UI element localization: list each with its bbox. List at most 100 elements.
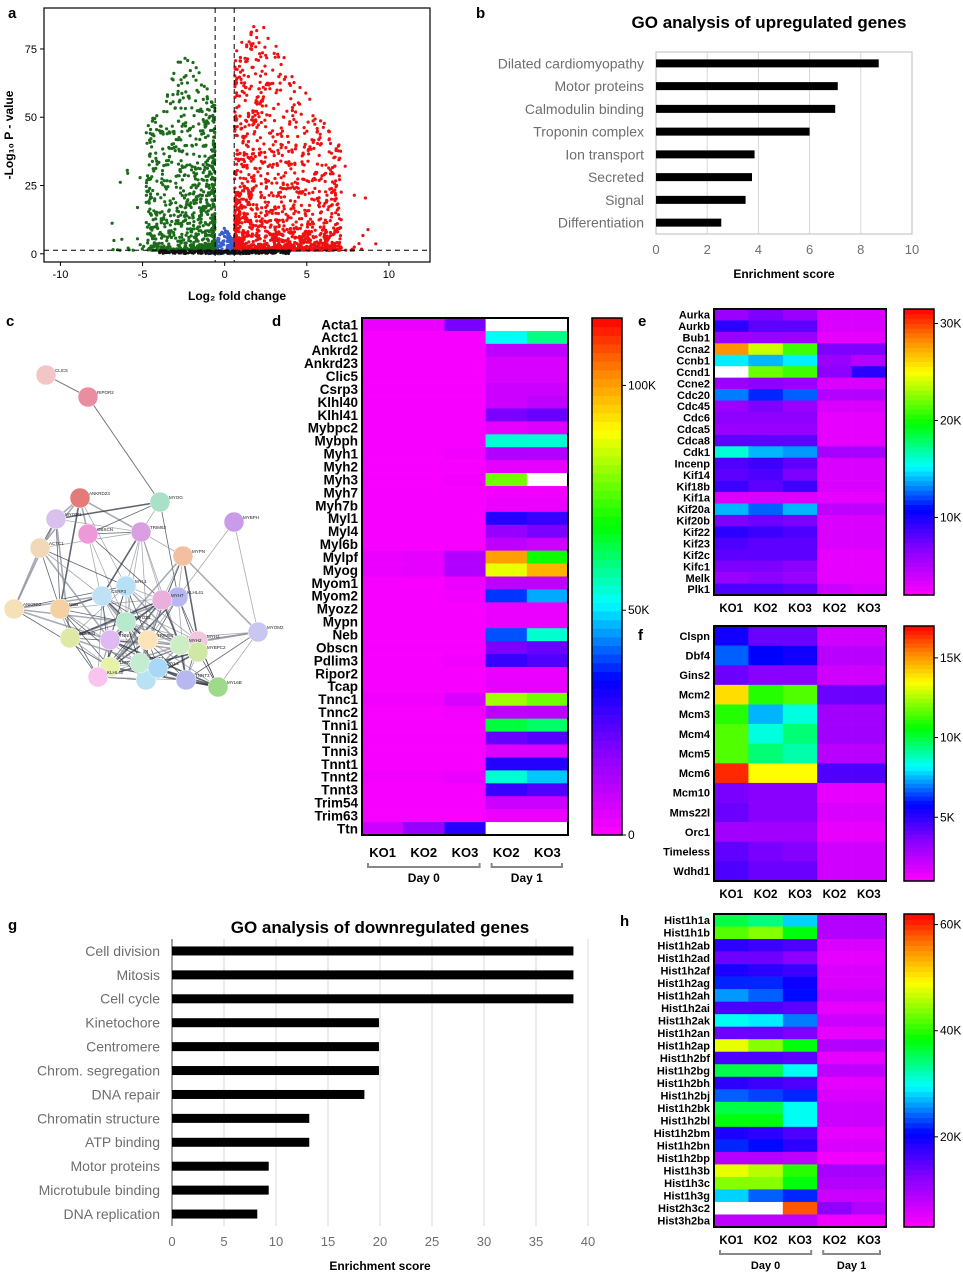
point-up [330,244,334,249]
row-label: Hist1h2bl [660,1116,710,1128]
point-up [257,41,261,45]
colorbar-segment [592,567,622,578]
point-up [274,44,278,48]
heatmap-cell [362,757,404,771]
colorbar-tick-label: 100K [628,378,656,392]
point-up [280,129,285,133]
point-up [302,177,306,182]
point-up [318,225,322,229]
point-up [293,171,297,175]
heatmap-cell [403,615,445,629]
point-up [333,182,337,186]
point-down [194,78,198,82]
point-up [259,91,263,95]
point-down [154,225,158,229]
point-up [338,178,342,182]
point-up [282,56,286,60]
colorbar-segment [592,464,622,474]
point-up [294,125,298,129]
heatmap-cell [782,861,818,882]
heatmap-cell [748,480,784,493]
colorbar-segment [904,800,934,806]
point-down [204,184,208,188]
point-up [234,230,238,234]
heatmap-cell [526,473,569,487]
plot-frame [655,51,913,235]
point-down [125,168,129,172]
heatmap-cell [851,1051,887,1065]
point-up [235,193,239,197]
heatmap-cell [714,989,749,1002]
colorbar-segment [592,809,622,819]
point-down [181,189,186,193]
row-label: Kif2c [683,550,710,562]
point-down [199,217,203,221]
bar [172,1209,258,1219]
heatmap-cell [851,1176,887,1190]
point-up [240,221,244,225]
heatmap-cell [782,503,818,516]
bar [656,173,752,182]
point-up [322,226,326,230]
heatmap-cell [362,524,404,539]
point-down [189,201,193,205]
point-up [259,219,263,224]
row-label: Incenp [675,458,711,470]
point-up [330,191,334,195]
point-up [270,165,274,169]
point-up [235,239,239,243]
point-up [286,134,290,138]
colorbar-segment [904,1070,934,1077]
point-up [328,141,333,146]
point-up [243,85,248,90]
heatmap-cell [817,841,852,862]
point-down [202,84,206,88]
column-label: KO2 [823,1235,847,1247]
point-ns [230,238,234,242]
heatmap-cell [403,692,445,707]
heatmap-cell [444,537,486,551]
point-up [315,196,319,201]
heatmap-cell [714,309,749,321]
chart-title: GO analysis of downregulated genes [231,918,530,937]
row-label: Kif20a [677,504,711,516]
heatmap-cell [748,309,784,321]
point-up [263,225,267,229]
row-label: Tnni3 [322,744,358,759]
point-up [337,174,341,178]
heatmap-cell [362,796,404,810]
point-up [303,142,307,146]
heatmap-cell [782,1076,818,1090]
point-base [288,250,291,254]
point-up [264,229,268,233]
row-label: Bub1 [683,333,711,345]
node-label: RIPOR2 [97,390,114,395]
heatmap-cell [782,626,818,646]
heatmap-cell [782,964,818,977]
heatmap-cell [748,665,784,686]
point-up [296,195,301,199]
heatmap-cell [817,446,852,459]
heatmap-cell [817,1026,852,1040]
point-up [330,203,334,207]
colorbar-segment [904,749,934,755]
row-label: Myoz2 [317,602,358,617]
point-down [170,160,174,164]
point-down [192,114,196,118]
group-label: Day 1 [837,1260,866,1272]
node [169,634,191,656]
row-label: Cdca8 [677,436,710,448]
heatmap-cell [714,724,749,744]
point-up [279,132,283,136]
heatmap-cell [526,654,569,668]
point-up [282,77,286,81]
point-up [281,115,285,119]
point-base [210,251,213,255]
heatmap-cell [851,309,887,321]
heatmap-cell [817,320,852,333]
row-label: Obscn [316,640,358,655]
heatmap-cell [714,645,749,666]
colorbar-segment [592,774,622,784]
point-base [228,251,231,254]
point-up [255,35,259,40]
